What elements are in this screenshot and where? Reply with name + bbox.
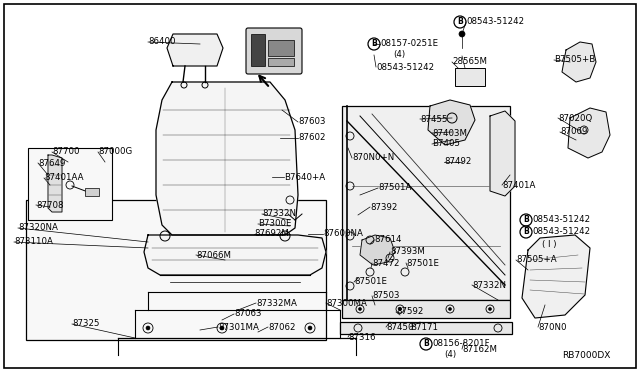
Text: ( l ): ( l ) [542,240,557,248]
Text: 87393M: 87393M [390,247,425,257]
Text: 87602: 87602 [298,134,326,142]
Polygon shape [428,100,475,145]
Text: 08157-0251E: 08157-0251E [380,39,438,48]
Text: 87401A: 87401A [502,180,536,189]
Text: 87069: 87069 [560,128,588,137]
Bar [268,40,294,56]
Text: 87401AA: 87401AA [44,173,83,183]
Bar [455,68,485,86]
Bar [85,188,99,196]
FancyBboxPatch shape [246,28,302,74]
Polygon shape [568,108,610,158]
Polygon shape [522,235,590,318]
Bar [251,34,265,66]
Text: 87455: 87455 [420,115,447,124]
Text: 87063: 87063 [234,310,262,318]
Text: 87316: 87316 [348,333,376,341]
Text: 87600NA: 87600NA [323,230,363,238]
Text: 87505+A: 87505+A [516,256,557,264]
Text: RB7000DX: RB7000DX [562,350,611,359]
Text: 87325: 87325 [72,320,99,328]
Polygon shape [48,155,62,212]
Polygon shape [167,34,223,66]
Circle shape [488,308,492,311]
Text: 87614: 87614 [374,235,401,244]
Polygon shape [144,235,326,275]
Text: B7505+B: B7505+B [554,55,595,64]
Text: 08156-8201F: 08156-8201F [432,340,490,349]
Text: 87320NA: 87320NA [18,224,58,232]
Polygon shape [490,111,515,196]
Text: 08543-51242: 08543-51242 [532,228,590,237]
Text: 870N0+N: 870N0+N [352,154,394,163]
Text: 87301MA: 87301MA [218,323,259,331]
Text: 87392: 87392 [370,202,397,212]
Polygon shape [562,42,596,82]
Circle shape [220,326,224,330]
Text: 87332N: 87332N [262,209,296,218]
Text: 87501E: 87501E [354,278,387,286]
Text: B: B [523,215,529,224]
Text: 86400: 86400 [148,38,175,46]
Text: 08543-51242: 08543-51242 [466,17,524,26]
Text: 87450: 87450 [386,323,413,331]
Circle shape [459,31,465,37]
Text: B7171: B7171 [410,323,438,331]
Text: 87472: 87472 [372,259,399,267]
Text: 87603: 87603 [298,118,326,126]
Text: B7405: B7405 [432,140,460,148]
Polygon shape [156,82,298,235]
Text: 87020Q: 87020Q [558,113,592,122]
Circle shape [146,326,150,330]
Text: B7640+A: B7640+A [284,173,325,182]
Text: B7300E: B7300E [258,219,291,228]
Bar [28,148,112,220]
Text: 87000G: 87000G [98,148,132,157]
Text: B: B [371,39,377,48]
Bar [340,322,512,334]
Text: 87332MA: 87332MA [256,298,297,308]
Bar [268,58,294,66]
Bar [26,200,326,340]
Text: B: B [423,340,429,349]
Text: 87592: 87592 [396,308,424,317]
Text: 87692M: 87692M [254,230,289,238]
Polygon shape [360,235,395,265]
Text: 873110A: 873110A [14,237,53,247]
Text: B: B [523,228,529,237]
Bar [342,300,510,318]
Text: 87708: 87708 [36,201,63,209]
Circle shape [358,308,362,311]
Text: 87403M: 87403M [432,128,467,138]
Text: (4): (4) [393,51,405,60]
Text: 08543-51242: 08543-51242 [532,215,590,224]
Text: 87300MA: 87300MA [326,298,367,308]
Text: 87700: 87700 [52,148,79,157]
Bar [342,106,510,300]
Text: 87066M: 87066M [196,250,231,260]
Text: 08543-51242: 08543-51242 [376,62,434,71]
Text: 87649: 87649 [38,158,65,167]
Text: 87503: 87503 [372,292,399,301]
Text: 870N0: 870N0 [538,323,566,331]
Text: 87501E: 87501E [406,259,439,267]
Circle shape [449,308,451,311]
Circle shape [399,308,401,311]
Text: 87501A: 87501A [378,183,412,192]
Text: B: B [457,17,463,26]
Text: 87492: 87492 [444,157,472,167]
Text: 87062: 87062 [268,323,296,331]
Text: 28565M: 28565M [452,58,487,67]
Text: 87162M: 87162M [462,344,497,353]
Text: 87332N: 87332N [472,280,506,289]
Text: (4): (4) [444,350,456,359]
Circle shape [308,326,312,330]
